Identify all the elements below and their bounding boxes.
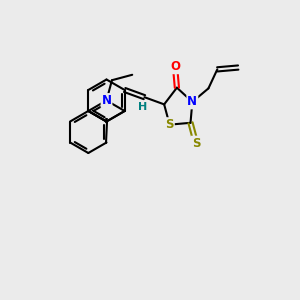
Text: H: H [138, 102, 147, 112]
Text: N: N [187, 95, 197, 108]
Text: S: S [165, 118, 174, 131]
Text: O: O [170, 60, 180, 73]
Text: S: S [192, 136, 200, 150]
Text: N: N [101, 94, 112, 107]
